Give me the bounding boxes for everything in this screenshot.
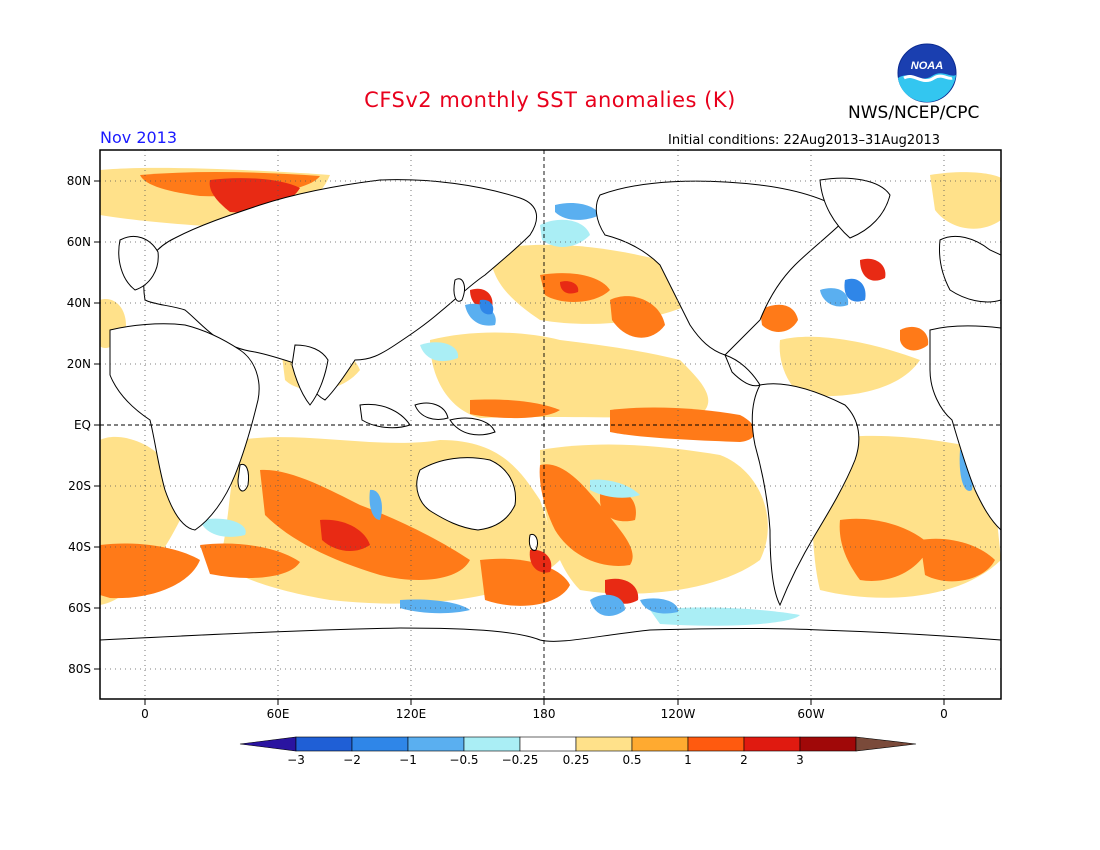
colorbar-segment [463, 736, 521, 752]
anomaly-weak-cool-patch [540, 219, 590, 247]
colorbar-label: −0.25 [502, 753, 539, 767]
colorbar-segment [295, 736, 353, 752]
colorbar-segment [631, 736, 689, 752]
lat-labels: 80N 60N 40N 20N EQ 20S 40S 60S 80S [67, 174, 91, 676]
land-africa-east-edge [929, 325, 1001, 531]
anomaly-cool-patch [400, 599, 470, 614]
lat-label: 20S [68, 479, 91, 493]
anomaly-warm-patch [470, 399, 560, 419]
anomaly-strong-warm-patch [320, 519, 370, 552]
anomaly-warm-patch [539, 464, 633, 566]
anomaly-cool-patch [640, 598, 679, 614]
anomaly-strong-warm-patch [560, 281, 579, 294]
colorbar-label: −2 [343, 753, 361, 767]
lat-label: 40N [67, 296, 91, 310]
anomaly-warm-patch [839, 518, 930, 581]
lon-label: 60W [797, 707, 824, 721]
lat-label: 80N [67, 174, 91, 188]
anomaly-weak-cool-patch [650, 607, 800, 626]
land-eurasia [143, 179, 538, 401]
lon-labels: 0 60E 120E 180 120W 60W 0 [141, 707, 948, 721]
noaa-logo: NOAA [897, 43, 957, 103]
land-new-zealand [528, 533, 538, 551]
anomaly-cool-patch [369, 489, 382, 520]
figure-title: CFSv2 monthly SST anomalies (K) [364, 88, 736, 112]
colorbar-label: −1 [399, 753, 417, 767]
land-layer [100, 177, 1001, 699]
lat-label: 40S [68, 540, 91, 554]
anomaly-strong-cool-patch [479, 299, 494, 315]
colorbar-segment [687, 736, 745, 752]
lat-label: 60S [68, 601, 91, 615]
land-antarctica [100, 627, 1001, 699]
anomaly-strong-cool-patch [844, 278, 866, 302]
anomaly-strong-warm-patch [860, 258, 886, 281]
lat-label: 20N [67, 357, 91, 371]
logo-text: NOAA [911, 60, 943, 72]
anomaly-weak-warm-patch [930, 172, 1001, 229]
anomaly-warm-patch [920, 538, 995, 582]
colorbar-label: 3 [796, 753, 804, 767]
lon-label: 120W [661, 707, 696, 721]
lon-label: 0 [141, 707, 149, 721]
land-greenland [819, 177, 891, 239]
anomaly-strong-warm-patch [529, 549, 552, 573]
land-north-america [595, 180, 851, 356]
lat-label: 80S [68, 662, 91, 676]
anomaly-weak-warm-patch [430, 332, 709, 418]
colorbar-label: 0.25 [563, 753, 590, 767]
colorbar-label: −3 [287, 753, 305, 767]
colorbar-arrow-high [855, 736, 917, 752]
anomaly-cool-patch [590, 594, 625, 616]
anomaly-warm-patch [260, 469, 470, 580]
anomaly-warm-patch [900, 326, 929, 351]
land-scandinavia [118, 236, 159, 291]
land-japan [453, 278, 465, 302]
forecast-period: Nov 2013 [100, 128, 178, 147]
colorbar: −3 −2 −1 −0.5 −0.25 0.25 0.5 1 2 3 [239, 736, 917, 767]
colorbar-segment [519, 736, 577, 752]
anomaly-warm-patch [760, 304, 798, 332]
land-borneo [414, 402, 449, 420]
anomaly-weak-cool-patch [200, 518, 246, 537]
colorbar-segment [351, 736, 409, 752]
initial-conditions: Initial conditions: 22Aug2013–31Aug2013 [668, 133, 941, 148]
colorbar-segment [743, 736, 801, 752]
agency-label: NWS/NCEP/CPC [848, 103, 980, 123]
anomaly-cool-patch [555, 203, 600, 220]
land-africa [109, 323, 260, 531]
colorbar-arrow-low [239, 736, 297, 752]
colorbar-label: 1 [684, 753, 692, 767]
anomaly-weak-cool-patch [420, 342, 459, 362]
reference-lines [100, 150, 1001, 699]
anomaly-cool-patch [820, 288, 849, 307]
lon-label: 180 [533, 707, 556, 721]
colorbar-segment [799, 736, 857, 752]
anomaly-weak-cool-patch [590, 479, 640, 498]
tick-marks [94, 180, 945, 705]
land-madagascar [237, 463, 249, 492]
colorbar-label: 2 [740, 753, 748, 767]
land-south-america [751, 383, 860, 607]
anomaly-warm-patch [100, 543, 200, 599]
colorbar-label: −0.5 [449, 753, 478, 767]
anomaly-warm-patch [200, 543, 300, 578]
anomaly-weak-warm-patch [779, 336, 920, 397]
land-europe-east [939, 235, 1001, 303]
gridlines [100, 150, 1001, 699]
anomaly-warm-patch [610, 296, 665, 338]
land-australia [416, 457, 517, 531]
lon-label: 120E [396, 707, 427, 721]
land-india [291, 344, 329, 406]
lon-label: 0 [940, 707, 948, 721]
lon-label: 60E [267, 707, 290, 721]
lat-label: EQ [74, 418, 91, 432]
land-new-guinea [449, 417, 496, 436]
lat-label: 60N [67, 235, 91, 249]
colorbar-segment [407, 736, 465, 752]
colorbar-segment [575, 736, 633, 752]
colorbar-label: 0.5 [622, 753, 641, 767]
